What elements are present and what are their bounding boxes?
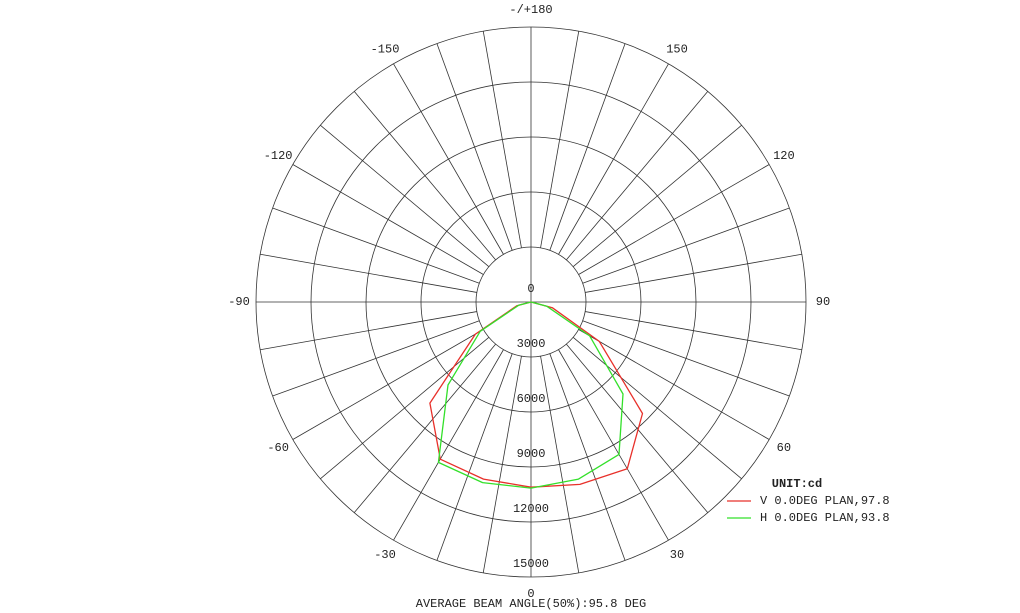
legend-label: H 0.0DEG PLAN,93.8 [760,511,890,525]
series-line [437,301,624,489]
theta-tick-label: -60 [267,441,289,455]
theta-tick-label: -/+180 [509,3,552,17]
grid-circle [475,246,587,358]
grid-circle [310,81,752,523]
series-line [429,301,644,488]
theta-tick-label: -150 [371,42,400,56]
theta-tick-label: 90 [816,295,830,309]
theta-tick-label: 120 [773,149,795,163]
r-tick-label: 3000 [517,337,546,351]
grid-circle [365,136,697,468]
theta-tick-label: 60 [777,441,791,455]
theta-tick-label: 0 [527,587,534,601]
theta-tick-label: -120 [264,149,293,163]
theta-tick-label: 30 [670,548,684,562]
theta-tick-label: 150 [666,42,688,56]
r-tick-label: 12000 [513,502,549,516]
r-tick-label: 9000 [517,447,546,461]
grid-circle [420,191,642,413]
theta-tick-label: -90 [228,295,250,309]
footer: AVERAGE BEAM ANGLE(50%):95.8 DEG [416,597,646,611]
theta-tick-label: -30 [374,548,396,562]
grid-circle [255,26,807,578]
legend-title: UNIT:cd [772,477,822,491]
r-tick-label: 0 [527,282,534,296]
legend-label: V 0.0DEG PLAN,97.8 [760,494,890,508]
r-tick-label: 15000 [513,557,549,571]
r-tick-label: 6000 [517,392,546,406]
